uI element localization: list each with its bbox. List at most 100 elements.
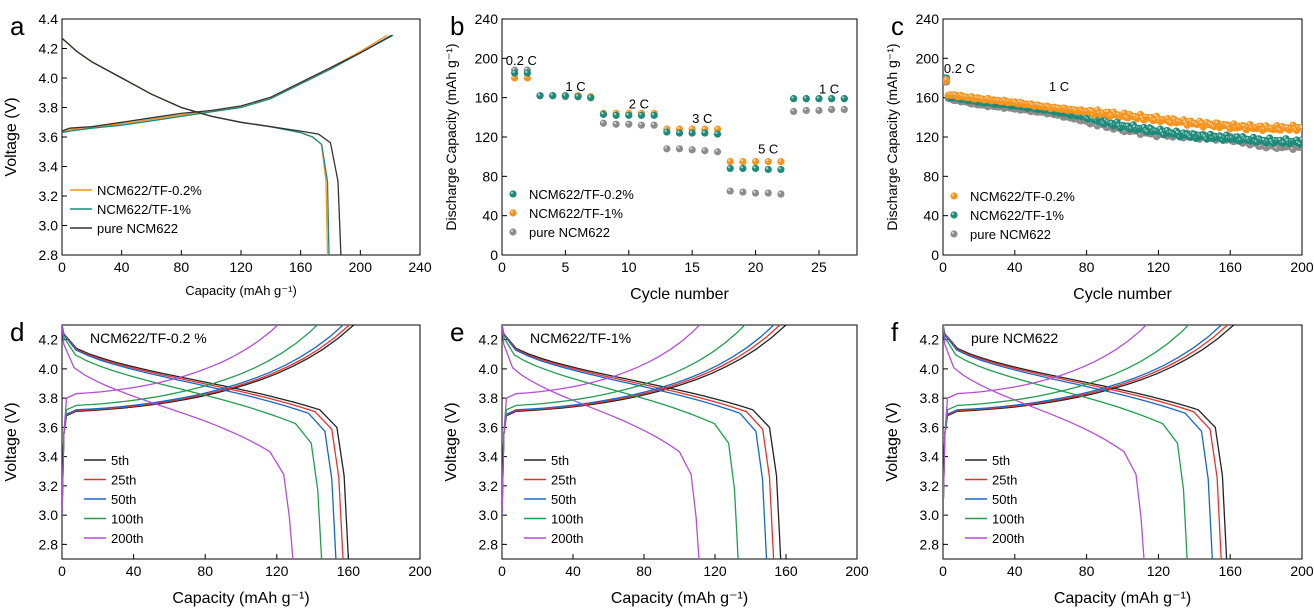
panel-letter: d bbox=[10, 317, 24, 347]
discharge-curve bbox=[943, 325, 1222, 559]
panel-letter: c bbox=[891, 11, 904, 41]
charge-curve bbox=[62, 325, 279, 516]
y-tick-label: 3.6 bbox=[920, 419, 940, 435]
charge-curve bbox=[943, 325, 1190, 516]
data-point-highlight bbox=[1192, 131, 1195, 135]
data-point-highlight bbox=[1138, 112, 1141, 115]
x-tick-label: 0 bbox=[939, 563, 947, 579]
series-group bbox=[502, 325, 787, 559]
data-point-highlight bbox=[664, 146, 667, 149]
data-point bbox=[777, 190, 785, 198]
y-tick-label: 3.2 bbox=[39, 478, 59, 494]
data-point-highlight bbox=[1132, 124, 1136, 128]
data-point bbox=[1298, 136, 1302, 144]
y-tick-label: 3.4 bbox=[920, 449, 940, 465]
data-point bbox=[688, 129, 696, 137]
data-point bbox=[688, 146, 696, 154]
legend-label: 5th bbox=[551, 453, 569, 468]
x-tick-label: 0 bbox=[498, 563, 506, 579]
data-point-highlight bbox=[1130, 122, 1134, 125]
data-point bbox=[701, 147, 709, 155]
legend-marker-highlight bbox=[510, 191, 514, 194]
data-point bbox=[663, 145, 671, 153]
data-point-highlight bbox=[753, 166, 756, 169]
legend-label: NCM622/TF-0.2% bbox=[970, 189, 1075, 204]
panel-title: NCM622/TF-1% bbox=[530, 330, 631, 346]
data-point-highlight bbox=[1095, 107, 1098, 110]
y-tick-label: 120 bbox=[916, 129, 940, 145]
legend-marker-highlight bbox=[951, 212, 955, 215]
charge-curve bbox=[502, 325, 746, 516]
data-point-highlight bbox=[842, 96, 845, 99]
data-point bbox=[612, 111, 620, 119]
data-point-highlight bbox=[1215, 120, 1218, 124]
data-point bbox=[840, 95, 848, 103]
x-tick-label: 120 bbox=[1147, 259, 1171, 275]
discharge-curve bbox=[502, 325, 775, 559]
data-point bbox=[764, 165, 772, 174]
charge-curve bbox=[943, 325, 1148, 516]
x-tick-label: 160 bbox=[774, 563, 798, 579]
legend-label: 50th bbox=[111, 492, 136, 507]
x-tick-label: 240 bbox=[408, 259, 432, 275]
data-point-highlight bbox=[1208, 132, 1211, 135]
x-tick-label: 40 bbox=[1007, 259, 1023, 275]
x-tick-label: 200 bbox=[408, 563, 432, 579]
x-tick-label: 80 bbox=[174, 259, 190, 275]
data-point bbox=[739, 188, 747, 196]
data-point-highlight bbox=[601, 111, 604, 115]
data-point-highlight bbox=[1114, 119, 1118, 122]
data-point-highlight bbox=[1172, 117, 1175, 120]
x-tick-label: 0 bbox=[939, 259, 947, 275]
data-point-highlight bbox=[702, 148, 705, 151]
data-point-highlight bbox=[803, 108, 807, 111]
rate-annotation: 2 C bbox=[629, 96, 649, 111]
data-point-highlight bbox=[677, 146, 680, 149]
charge-curve bbox=[62, 34, 388, 134]
data-point-highlight bbox=[626, 121, 629, 125]
x-tick-label: 80 bbox=[1079, 563, 1095, 579]
legend-marker bbox=[509, 209, 517, 217]
data-point-highlight bbox=[1285, 138, 1288, 141]
data-point bbox=[612, 120, 620, 128]
data-point-highlight bbox=[715, 126, 718, 130]
charge-curve bbox=[502, 325, 781, 516]
legend-label: NCM622/TF-0.2% bbox=[529, 187, 634, 202]
panel-title: NCM622/TF-0.2 % bbox=[90, 330, 207, 346]
data-point-highlight bbox=[1202, 134, 1206, 137]
rate-annotation: 5 C bbox=[758, 142, 778, 157]
discharge-curve bbox=[62, 325, 323, 559]
y-tick-label: 120 bbox=[475, 129, 499, 145]
rate-annotation: 1 C bbox=[565, 79, 585, 94]
x-tick-label: 15 bbox=[684, 259, 700, 275]
data-point-highlight bbox=[1181, 117, 1184, 120]
data-point-highlight bbox=[1148, 115, 1152, 118]
discharge-curve bbox=[62, 325, 350, 559]
data-point-highlight bbox=[1199, 120, 1202, 124]
data-point-highlight bbox=[1154, 113, 1157, 117]
data-point-highlight bbox=[816, 96, 820, 99]
data-point-highlight bbox=[1165, 128, 1168, 131]
y-tick-label: 4.0 bbox=[479, 361, 499, 377]
y-tick-label: 3.2 bbox=[39, 188, 59, 204]
data-point-highlight bbox=[537, 93, 541, 96]
data-point-highlight bbox=[1109, 120, 1112, 124]
discharge-curve bbox=[502, 325, 700, 559]
y-tick-label: 160 bbox=[916, 90, 940, 106]
data-point bbox=[790, 95, 798, 103]
data-point-highlight bbox=[727, 159, 731, 162]
data-point-highlight bbox=[842, 107, 845, 110]
x-tick-label: 5 bbox=[561, 259, 569, 275]
data-point bbox=[739, 157, 747, 166]
panel-f: f 0 40 80 120 160 200 2.8 3.0 3.2 3.4 3.6 3.8 4.0 4.2 C… bbox=[884, 317, 1314, 607]
y-axis-label: Voltage (V) bbox=[884, 402, 901, 481]
x-tick-label: 0 bbox=[498, 259, 506, 275]
data-point-highlight bbox=[727, 188, 731, 192]
data-point-highlight bbox=[1159, 129, 1163, 133]
data-point-highlight bbox=[677, 130, 680, 134]
x-tick-label: 200 bbox=[1290, 259, 1314, 275]
data-point bbox=[587, 94, 595, 102]
data-point-highlight bbox=[1165, 116, 1168, 119]
data-point bbox=[511, 69, 519, 77]
legend-label: NCM622/TF-1% bbox=[970, 208, 1064, 223]
